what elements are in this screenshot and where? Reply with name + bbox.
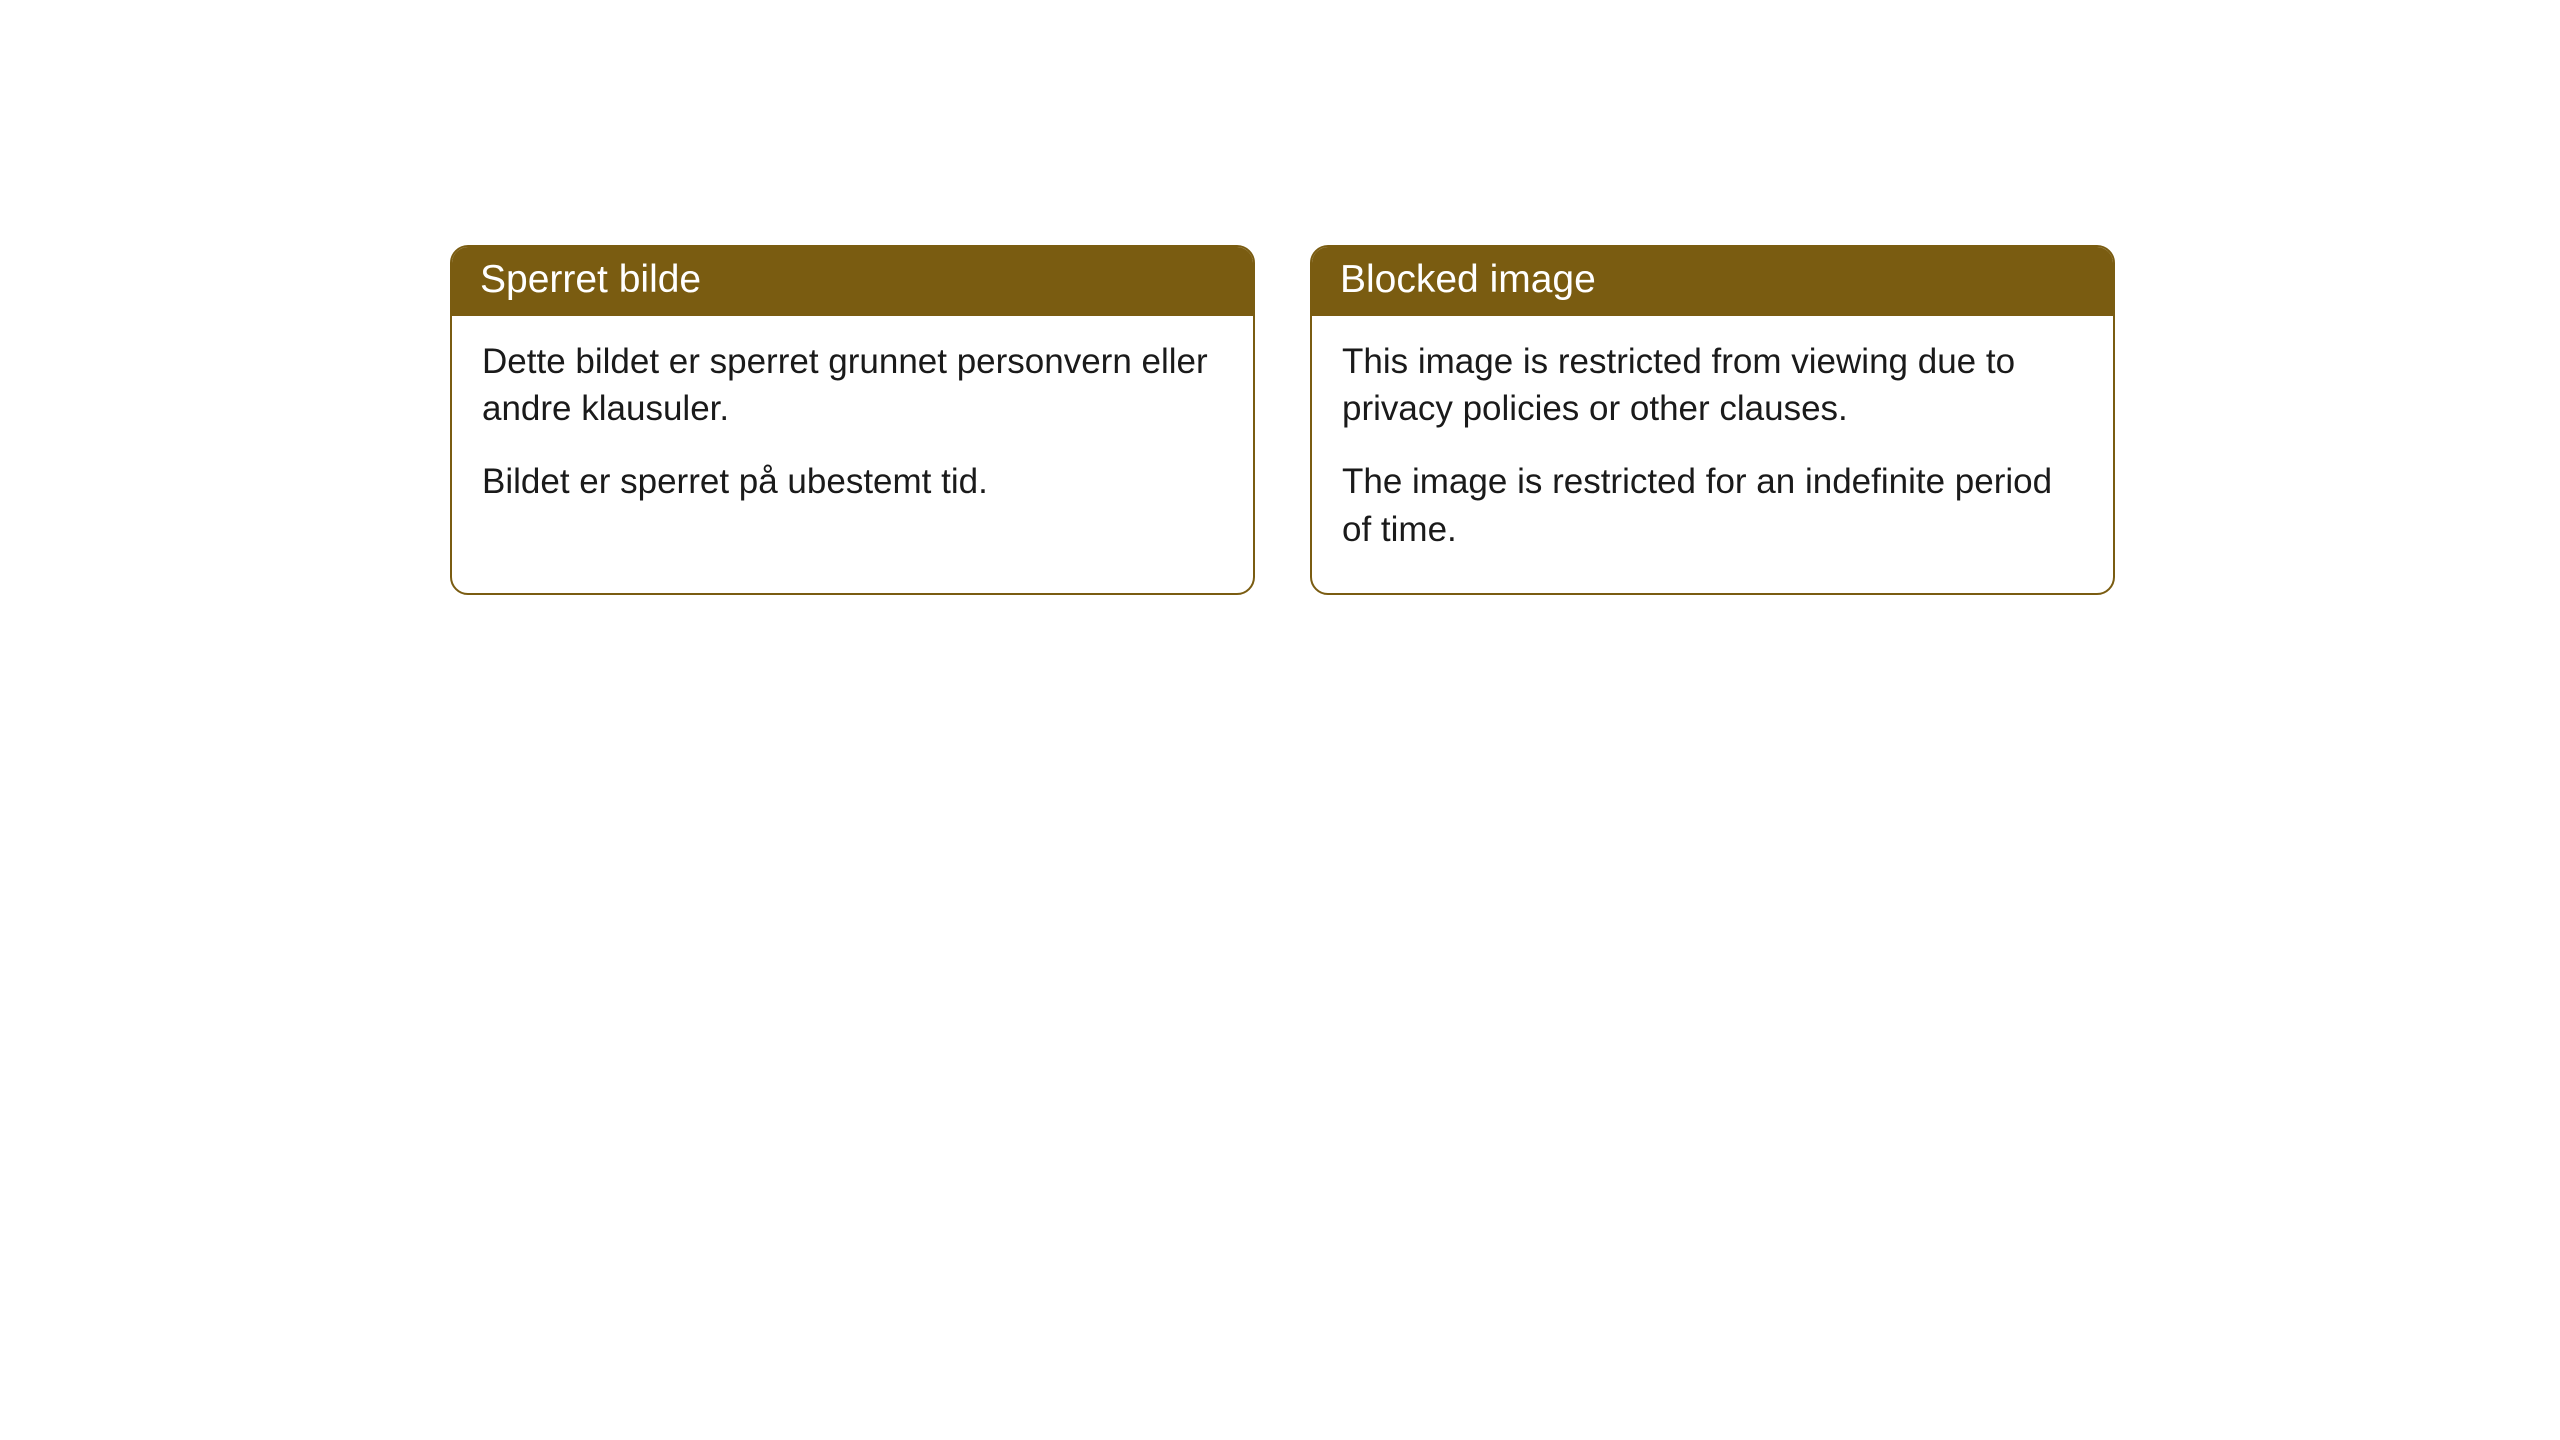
notice-container: Sperret bilde Dette bildet er sperret gr…: [0, 0, 2560, 595]
notice-card-english: Blocked image This image is restricted f…: [1310, 245, 2115, 595]
card-paragraph: Dette bildet er sperret grunnet personve…: [482, 338, 1223, 433]
card-paragraph: The image is restricted for an indefinit…: [1342, 458, 2083, 553]
card-body: Dette bildet er sperret grunnet personve…: [452, 316, 1253, 546]
card-header: Blocked image: [1312, 247, 2113, 316]
card-header: Sperret bilde: [452, 247, 1253, 316]
card-title: Blocked image: [1340, 258, 1596, 301]
card-paragraph: This image is restricted from viewing du…: [1342, 338, 2083, 433]
card-paragraph: Bildet er sperret på ubestemt tid.: [482, 458, 1223, 505]
card-title: Sperret bilde: [480, 258, 701, 301]
notice-card-norwegian: Sperret bilde Dette bildet er sperret gr…: [450, 245, 1255, 595]
card-body: This image is restricted from viewing du…: [1312, 316, 2113, 593]
